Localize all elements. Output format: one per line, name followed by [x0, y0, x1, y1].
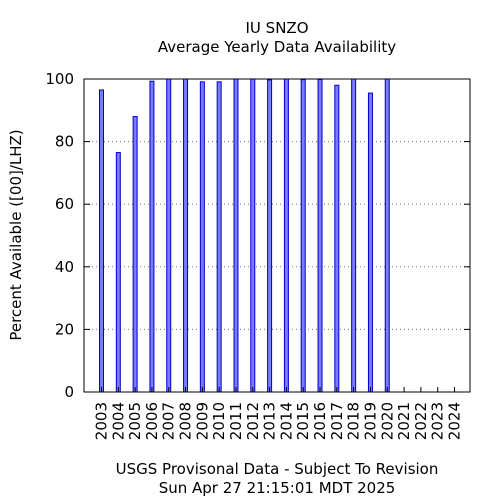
x-tick-label: 2020: [378, 402, 396, 440]
bar: [166, 78, 172, 393]
y-tick-label: 60: [55, 195, 74, 213]
x-tick-label: 2003: [93, 402, 111, 440]
bar: [115, 152, 121, 393]
footer-disclaimer: USGS Provisonal Data - Subject To Revisi…: [116, 460, 439, 478]
y-tick-label: 40: [55, 258, 74, 276]
x-tick-label: 2006: [143, 402, 161, 440]
bar: [149, 80, 155, 393]
bar: [283, 78, 289, 393]
grid-lines: [84, 78, 470, 330]
y-tick-label: 100: [45, 70, 74, 88]
bar: [233, 78, 239, 393]
y-tick-label: 20: [55, 320, 74, 338]
x-tick-label: 2008: [177, 402, 195, 440]
bar: [351, 78, 357, 393]
chart-title: IU SNZO: [246, 19, 309, 37]
x-tick-label: 2018: [345, 402, 363, 440]
x-tick-label: 2012: [244, 402, 262, 440]
x-tick-label: 2013: [261, 402, 279, 440]
x-tick-label: 2004: [109, 402, 127, 440]
bar: [334, 84, 340, 393]
bar: [216, 81, 222, 393]
bar: [367, 92, 373, 393]
x-tick-label: 2023: [429, 402, 447, 440]
bar: [99, 89, 104, 393]
x-tick-label: 2010: [210, 402, 228, 440]
y-axis: 0 20 40 60 80 100: [45, 70, 470, 401]
x-tick-label: 2009: [193, 402, 211, 440]
x-tick-label: 2017: [328, 402, 346, 440]
x-tick-label: 2024: [446, 402, 464, 440]
y-axis-label: Percent Available ([00]/LHZ): [7, 129, 25, 340]
bar: [317, 79, 323, 393]
footer-timestamp: Sun Apr 27 21:15:01 MDT 2025: [159, 479, 396, 497]
x-axis: 2003200420052006200720082009201020112012…: [93, 387, 464, 440]
x-tick-label: 2022: [412, 402, 430, 440]
y-tick-label: 0: [64, 383, 74, 401]
bar: [250, 78, 256, 393]
y-tick-label: 80: [55, 133, 74, 151]
bar: [132, 116, 138, 393]
bars: [99, 78, 390, 393]
bar: [267, 79, 273, 393]
x-tick-label: 2021: [395, 402, 413, 440]
bar: [183, 78, 189, 393]
x-tick-label: 2007: [160, 402, 178, 440]
plot-frame: [83, 78, 471, 393]
bar: [384, 78, 390, 393]
x-tick-label: 2005: [126, 402, 144, 440]
bar: [300, 79, 306, 393]
x-tick-label: 2011: [227, 402, 245, 440]
x-tick-label: 2015: [294, 402, 312, 440]
bar: [199, 81, 205, 393]
x-tick-label: 2019: [361, 402, 379, 440]
x-tick-label: 2014: [277, 402, 295, 440]
x-tick-label: 2016: [311, 402, 329, 440]
chart-subtitle: Average Yearly Data Availability: [158, 38, 396, 56]
